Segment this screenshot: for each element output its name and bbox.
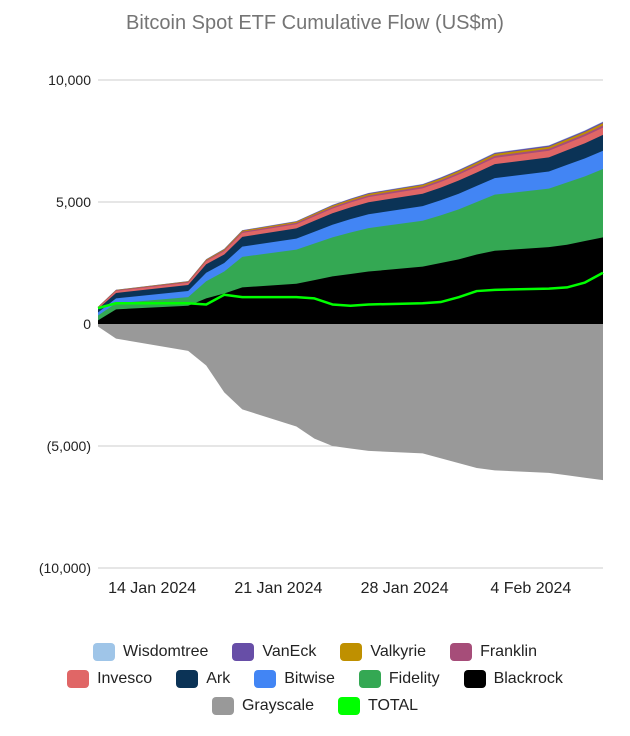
x-tick-label: 28 Jan 2024 bbox=[361, 580, 449, 597]
legend-label: VanEck bbox=[262, 642, 317, 660]
legend-item-franklin: Franklin bbox=[450, 642, 537, 661]
legend-item-wisdomtree: Wisdomtree bbox=[93, 642, 209, 661]
legend-label: Ark bbox=[206, 669, 231, 687]
y-tick-label: 5,000 bbox=[56, 194, 91, 210]
legend-item-invesco: Invesco bbox=[67, 669, 153, 688]
legend-swatch bbox=[358, 669, 381, 688]
legend-label: Bitwise bbox=[284, 669, 335, 687]
legend-swatch bbox=[340, 642, 363, 661]
legend-swatch bbox=[232, 642, 255, 661]
legend-label: Franklin bbox=[480, 642, 537, 660]
y-tick-label: 0 bbox=[83, 316, 91, 332]
legend-label: Valkyrie bbox=[370, 642, 427, 660]
legend-item-grayscale: Grayscale bbox=[211, 696, 314, 715]
area-grayscale bbox=[98, 324, 603, 481]
legend-item-ark: Ark bbox=[176, 669, 231, 688]
legend-row: Invesco Ark Bitwise Fidelity Blackrock bbox=[0, 665, 630, 692]
chart-title: Bitcoin Spot ETF Cumulative Flow (US$m) bbox=[126, 12, 504, 34]
legend-label: Grayscale bbox=[241, 696, 314, 714]
x-tick-label: 4 Feb 2024 bbox=[490, 580, 571, 597]
legend-label: TOTAL bbox=[367, 696, 419, 714]
legend-swatch bbox=[463, 669, 486, 688]
line-total bbox=[97, 271, 604, 310]
legend-swatch bbox=[67, 669, 90, 688]
legend-swatch bbox=[176, 669, 199, 688]
legend-item-blackrock: Blackrock bbox=[463, 669, 563, 688]
legend-item-fidelity: Fidelity bbox=[358, 669, 440, 688]
legend-swatch bbox=[211, 696, 234, 715]
legend-label: Invesco bbox=[97, 669, 153, 687]
legend-item-valkyrie: Valkyrie bbox=[340, 642, 427, 661]
legend-item-vaneck: VanEck bbox=[232, 642, 317, 661]
legend-row: Wisdomtree VanEck Valkyrie Franklin bbox=[0, 638, 630, 665]
legend-item-bitwise: Bitwise bbox=[254, 669, 335, 688]
y-tick-label: (10,000) bbox=[39, 560, 91, 576]
legend-swatch bbox=[450, 642, 473, 661]
y-tick-label: 10,000 bbox=[48, 72, 91, 88]
legend-row: Grayscale TOTAL bbox=[0, 692, 630, 719]
area-blackrock bbox=[98, 237, 603, 324]
legend-label: Wisdomtree bbox=[123, 642, 209, 660]
x-tick-label: 14 Jan 2024 bbox=[108, 580, 196, 597]
legend-item-total: TOTAL bbox=[337, 696, 419, 715]
y-tick-label: (5,000) bbox=[47, 438, 91, 454]
legend: Wisdomtree VanEck Valkyrie Franklin Invesco A… bbox=[0, 638, 630, 719]
legend-swatch bbox=[337, 696, 360, 715]
x-tick-label: 21 Jan 2024 bbox=[234, 580, 322, 597]
legend-swatch bbox=[254, 669, 277, 688]
legend-swatch bbox=[93, 642, 116, 661]
legend-label: Fidelity bbox=[388, 669, 440, 687]
legend-label: Blackrock bbox=[493, 669, 563, 687]
chart-plot: 10,000 5,000 0 (5,000) (10,000) 14 Jan 2024 21… bbox=[39, 72, 604, 597]
